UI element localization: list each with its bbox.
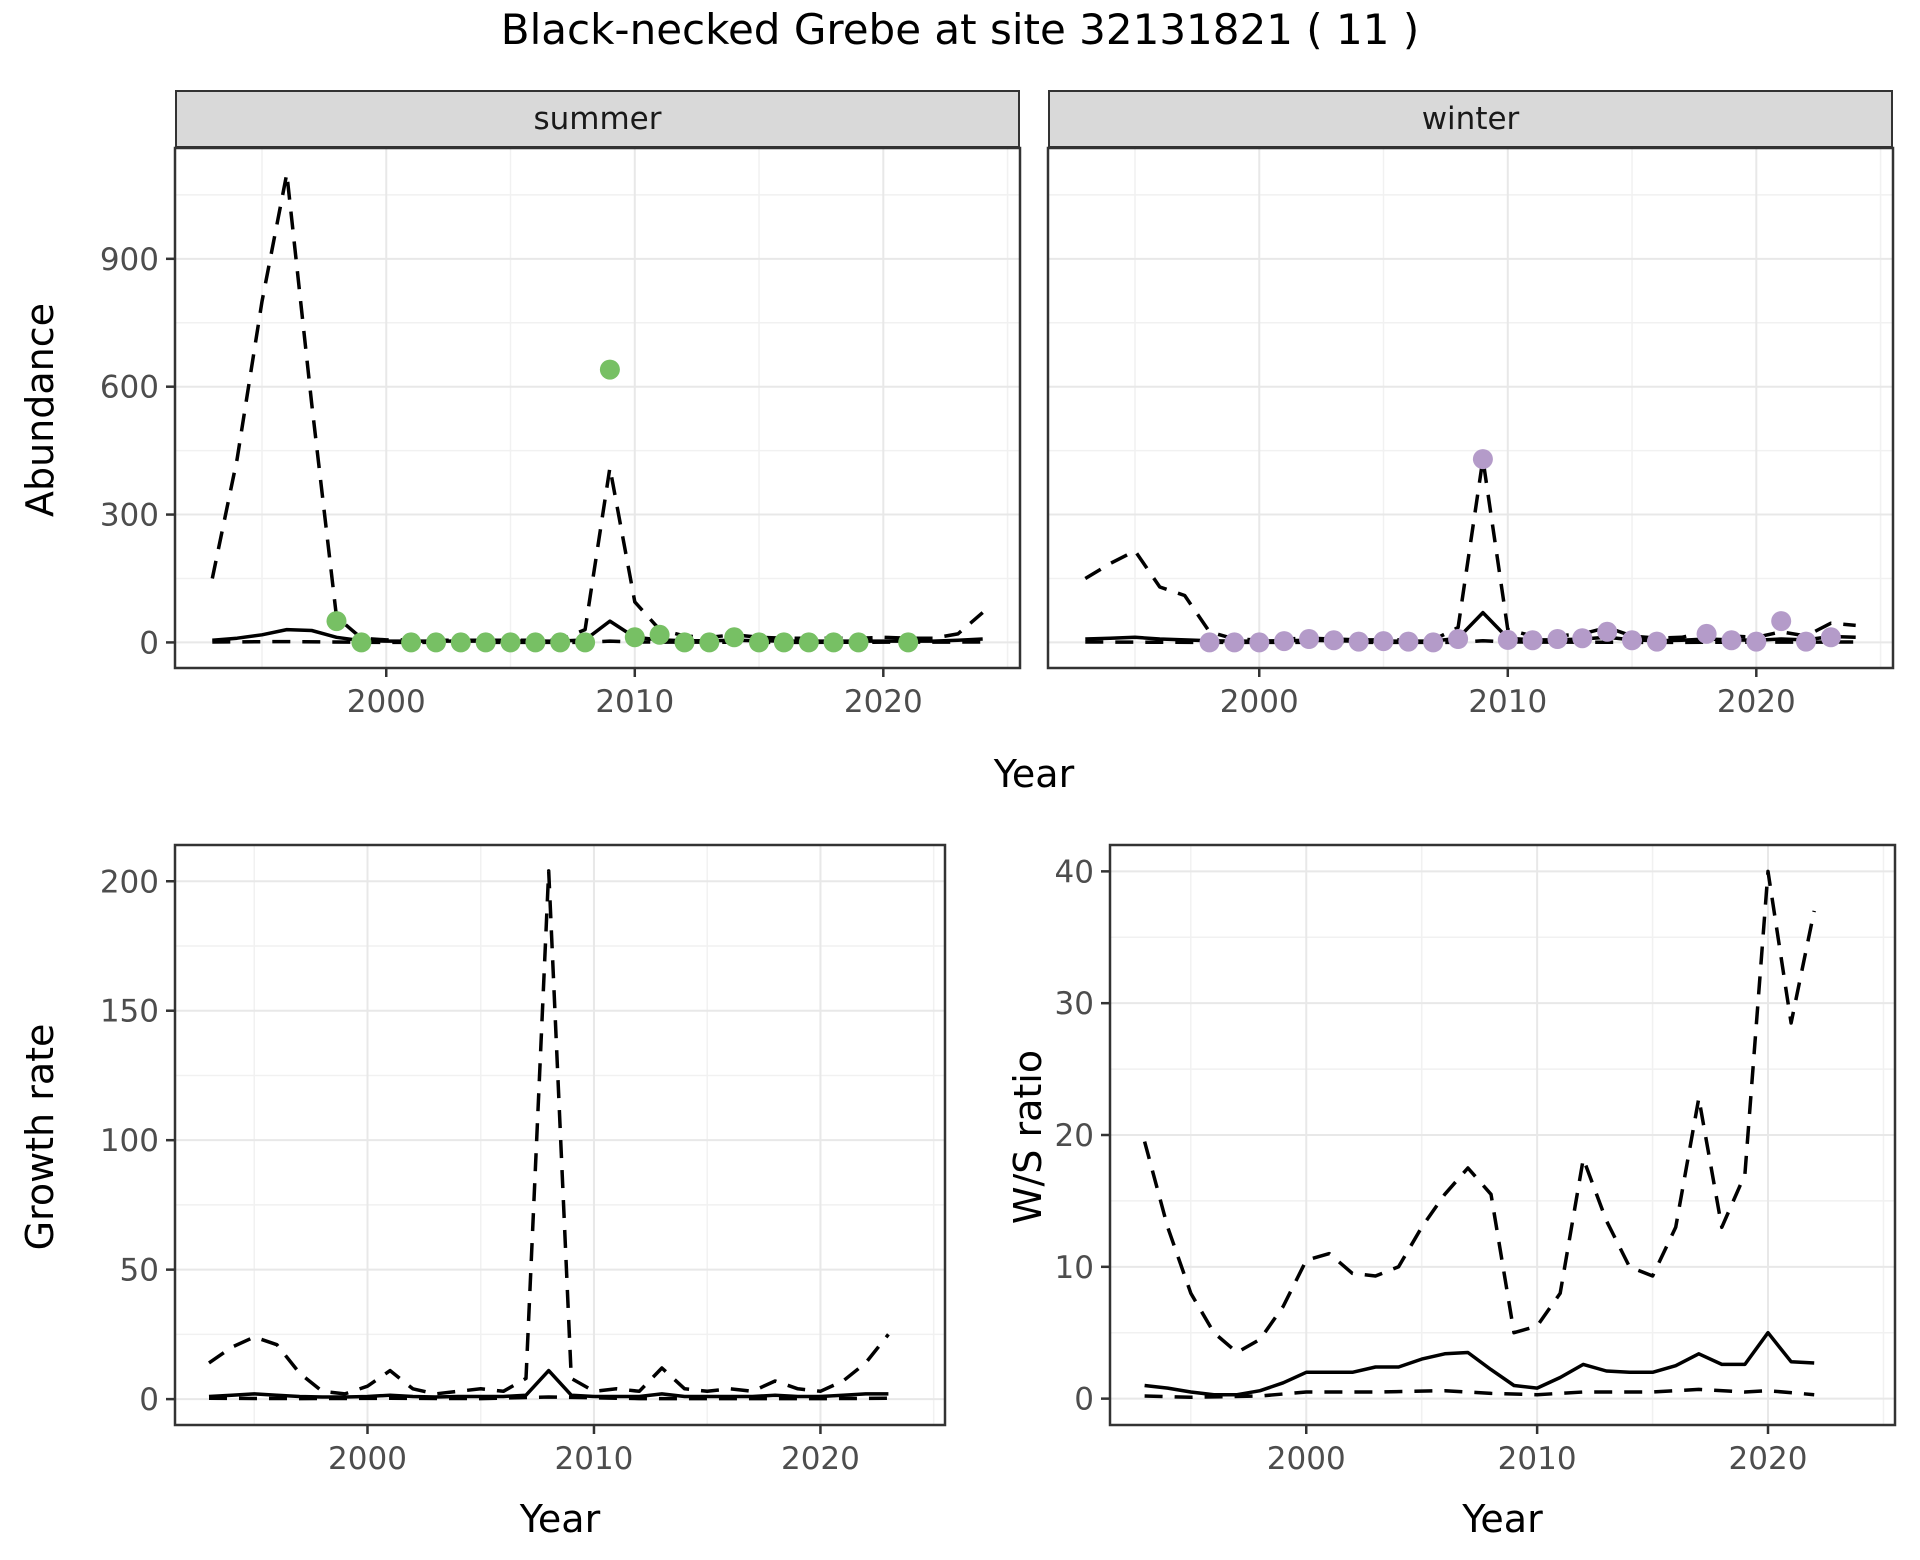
ws-lower_ci-line — [1144, 1387, 1815, 1400]
x-tick-label: 2020 — [844, 684, 923, 720]
observation-point — [624, 627, 645, 648]
observation-point — [1497, 629, 1518, 650]
y-tick-label: 40 — [1055, 854, 1094, 890]
x-tick-label: 2010 — [555, 1441, 634, 1477]
x-tick-label: 2020 — [1729, 1441, 1808, 1477]
year-axis-title-top: Year — [993, 752, 1075, 796]
observation-point — [475, 632, 496, 653]
observation-point — [1224, 632, 1245, 653]
observation-point — [798, 632, 819, 653]
observation-point — [550, 632, 571, 653]
y-tick-label: 10 — [1055, 1250, 1094, 1286]
observation-point — [525, 632, 546, 653]
y-tick-label: 50 — [120, 1253, 159, 1289]
x-tick-label: 2000 — [1267, 1441, 1346, 1477]
observation-point — [1323, 630, 1344, 651]
observation-point — [351, 632, 372, 653]
abundance-axis-title: Abundance — [18, 302, 62, 518]
x-tick-label: 2010 — [1498, 1441, 1577, 1477]
observation-point — [1249, 632, 1270, 653]
y-tick-label: 0 — [139, 625, 159, 661]
observation-point — [599, 359, 620, 380]
observation-point — [1572, 628, 1593, 649]
observation-point — [1398, 631, 1419, 652]
abundance_summer-plot: 2000 2010 2020 0 300 600 900 — [100, 146, 1022, 720]
summer-abundance-chart: 2000 2010 2020 0 300 600 900 — [75, 145, 1026, 742]
x-tick-label: 2000 — [328, 1441, 407, 1477]
y-tick-label: 20 — [1055, 1118, 1094, 1154]
observation-point — [699, 632, 720, 653]
observation-point — [848, 632, 869, 653]
x-tick-label: 2010 — [1468, 684, 1547, 720]
y-tick-label: 150 — [100, 994, 159, 1030]
growth-rate-axis-title: Growth rate — [18, 1023, 62, 1251]
y-tick-label: 0 — [139, 1382, 159, 1418]
observation-point — [500, 632, 521, 653]
ws-ratio-chart: 2000 2010 2020 0 10 20 30 40 — [1020, 842, 1901, 1499]
year-axis-title-ws: Year — [1462, 1497, 1543, 1541]
y-tick-label: 300 — [100, 498, 159, 534]
abundance_winter-plot: 2000 2010 2020 — [1046, 146, 1895, 720]
facet-strip-summer: summer — [175, 90, 1020, 148]
observation-point — [898, 632, 919, 653]
winter-abundance-chart: 2000 2010 2020 — [1038, 145, 1899, 742]
y-tick-label: 200 — [100, 864, 159, 900]
observation-point — [1472, 449, 1493, 470]
observation-point — [1820, 627, 1841, 648]
observation-point — [1622, 630, 1642, 651]
y-tick-label: 600 — [100, 370, 159, 406]
observation-point — [823, 632, 844, 653]
observation-point — [1597, 621, 1618, 642]
observation-point — [1646, 631, 1667, 652]
observation-point — [1522, 630, 1543, 651]
observation-point — [1299, 629, 1319, 649]
observation-point — [773, 632, 794, 653]
observation-point — [674, 632, 695, 653]
ws-estimate-line — [1144, 1330, 1815, 1397]
y-tick-label: 0 — [1074, 1382, 1094, 1418]
x-tick-label: 2020 — [1717, 684, 1796, 720]
observation-point — [450, 632, 471, 653]
observation-point — [749, 632, 769, 653]
x-tick-label: 2000 — [347, 684, 426, 720]
growth-rate-chart: 2000 2010 2020 0 50 100 150 200 — [60, 842, 951, 1499]
y-tick-label: 100 — [100, 1123, 159, 1159]
observation-point — [1199, 632, 1220, 653]
observation-point — [724, 627, 745, 648]
observation-point — [1373, 631, 1394, 652]
growth-lower_ci-line — [208, 1395, 889, 1401]
growth-estimate-line — [208, 1368, 889, 1399]
observation-point — [1348, 631, 1369, 652]
growth-upper_ci-line — [208, 869, 890, 1396]
ws-plot: 2000 2010 2020 0 10 20 30 40 — [1055, 843, 1897, 1477]
x-tick-label: 2010 — [595, 684, 674, 720]
observation-point — [1448, 629, 1469, 649]
facet-strip-winter: winter — [1048, 90, 1893, 148]
observation-point — [1771, 611, 1792, 632]
figure-title: Black-necked Grebe at site 32131821 ( 11… — [500, 5, 1420, 54]
observation-point — [1746, 631, 1767, 652]
growth-plot: 2000 2010 2020 0 50 100 150 200 — [100, 843, 947, 1477]
year-axis-title-growth: Year — [519, 1497, 601, 1541]
observation-point — [1796, 631, 1816, 652]
observation-point — [1423, 632, 1444, 653]
ws-upper_ci-line — [1142, 869, 1816, 1355]
y-tick-label: 30 — [1055, 986, 1094, 1022]
y-tick-label: 900 — [100, 242, 159, 278]
observation-point — [1721, 630, 1742, 651]
x-tick-label: 2020 — [781, 1441, 860, 1477]
observation-point — [426, 632, 446, 653]
observation-point — [326, 611, 347, 632]
observation-point — [1547, 629, 1568, 649]
observation-point — [649, 624, 670, 645]
observation-point — [1696, 623, 1717, 644]
observation-point — [575, 632, 596, 653]
observation-point — [401, 632, 422, 653]
x-tick-label: 2000 — [1220, 684, 1299, 720]
observation-point — [1274, 631, 1295, 652]
